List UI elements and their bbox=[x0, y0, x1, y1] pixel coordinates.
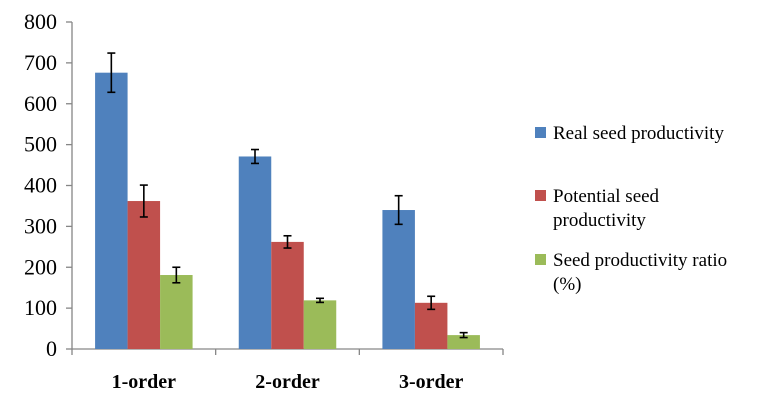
error-bar bbox=[139, 184, 148, 218]
x-tick-label: 2-order bbox=[255, 371, 320, 393]
bar bbox=[160, 275, 193, 349]
y-tick-label: 100 bbox=[24, 295, 57, 320]
legend-item: Real seed productivity bbox=[535, 123, 724, 144]
y-tick-label: 200 bbox=[24, 254, 57, 279]
legend-item: Seed productivity ratio (%) bbox=[535, 250, 727, 295]
legend-label: Seed productivity ratio (%) bbox=[553, 250, 727, 295]
bar bbox=[414, 302, 448, 349]
error-bar bbox=[394, 194, 403, 226]
bar bbox=[303, 300, 337, 349]
error-bar bbox=[251, 148, 259, 165]
y-tick-label: 300 bbox=[24, 213, 57, 238]
error-bar bbox=[172, 266, 181, 284]
error-bar bbox=[459, 331, 468, 339]
y-tick-label: 500 bbox=[24, 132, 57, 157]
bar bbox=[447, 335, 480, 349]
bar bbox=[95, 72, 128, 349]
axes: 0 100 200 300 400 500 600 700 800 1-order 2-order 3… bbox=[24, 9, 504, 393]
legend-item: Potential seed productivity bbox=[535, 186, 660, 231]
bar bbox=[382, 210, 415, 349]
error-bar bbox=[107, 52, 116, 94]
bar bbox=[238, 156, 272, 349]
y-tick-label: 400 bbox=[24, 173, 57, 198]
bar bbox=[127, 201, 161, 349]
legend: Real seed productivity Potential seed prod… bbox=[535, 123, 727, 295]
y-tick-label: 800 bbox=[24, 9, 57, 34]
error-bar bbox=[427, 295, 436, 311]
bars bbox=[95, 52, 480, 349]
error-bar bbox=[316, 297, 324, 304]
legend-swatch bbox=[535, 190, 546, 201]
x-tick-label: 3-order bbox=[399, 371, 464, 393]
error-bar bbox=[283, 234, 292, 249]
bar bbox=[271, 241, 304, 349]
y-tick-label: 0 bbox=[46, 336, 57, 361]
y-tick-label: 600 bbox=[24, 91, 57, 116]
legend-swatch bbox=[535, 254, 546, 265]
legend-swatch bbox=[535, 127, 546, 138]
y-tick-label: 700 bbox=[24, 50, 57, 75]
x-tick-label: 1-order bbox=[112, 371, 177, 393]
legend-label: Real seed productivity bbox=[553, 123, 724, 144]
legend-label: Potential seed productivity bbox=[553, 186, 660, 231]
